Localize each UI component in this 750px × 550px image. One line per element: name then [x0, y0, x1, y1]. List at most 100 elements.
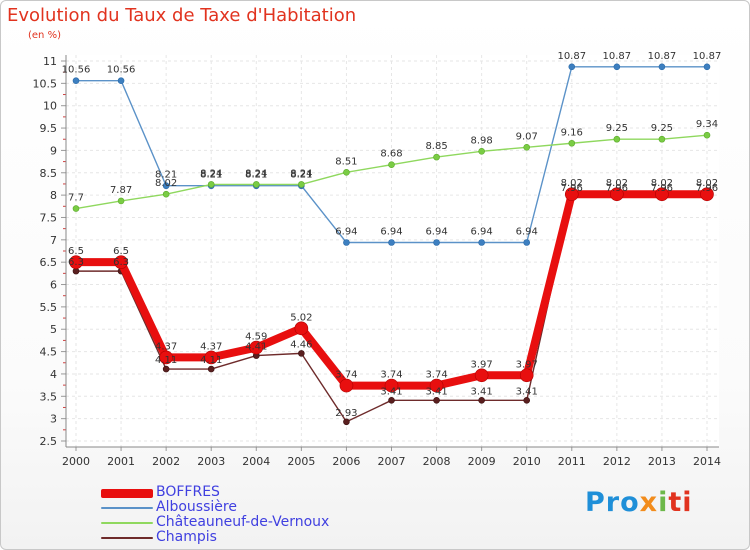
legend-label-chateauneuf: Châteauneuf-de-Vernoux: [156, 514, 330, 530]
data-point-2: [433, 153, 440, 161]
x-tick-label: 2001: [107, 455, 135, 468]
y-tick-label: 7: [50, 234, 57, 247]
x-tick-label: 2000: [62, 455, 90, 468]
x-tick-label: 2012: [603, 455, 631, 468]
data-point-0: [204, 350, 219, 365]
data-point-3: [433, 397, 440, 404]
data-label-3: 3.41: [425, 386, 447, 397]
data-point-0: [474, 368, 489, 383]
x-tick-label: 2005: [287, 455, 315, 468]
y-tick-label: 9.5: [40, 122, 58, 135]
data-label-0: 3.74: [425, 370, 447, 381]
data-label-1: 8.21: [290, 170, 312, 181]
data-point-3: [478, 397, 485, 404]
data-label-0: 5.02: [290, 312, 312, 323]
data-point-1: [478, 239, 485, 246]
data-label-0: 8.02: [561, 178, 583, 189]
data-label-0: 3.74: [335, 370, 357, 381]
y-tick-label: 3: [50, 413, 57, 426]
data-point-3: [207, 365, 215, 373]
data-point-0: [339, 378, 354, 393]
x-tick-label: 2002: [152, 455, 180, 468]
data-label-2: 8.24: [200, 168, 222, 179]
data-label-2: 8.68: [380, 149, 402, 160]
x-tick-label: 2008: [423, 455, 451, 468]
data-label-1: 10.87: [557, 51, 586, 62]
data-label-1: 6.94: [471, 227, 493, 238]
y-tick-label: 11: [43, 55, 57, 68]
data-point-1: [703, 63, 711, 71]
y-tick-label: 6.5: [40, 256, 58, 269]
data-point-2: [613, 135, 621, 143]
y-tick-label: 5: [50, 323, 57, 336]
data-label-3: 6.3: [68, 257, 84, 268]
x-tick-label: 2007: [378, 455, 406, 468]
data-point-1: [72, 77, 80, 84]
data-label-1: 10.87: [693, 51, 722, 62]
data-label-2: 8.85: [425, 141, 447, 152]
data-point-0: [429, 378, 444, 393]
data-label-2: 8.24: [290, 168, 312, 179]
data-point-0: [249, 340, 264, 355]
y-tick-label: 4.5: [40, 346, 58, 359]
data-point-3: [343, 418, 350, 426]
data-label-3: 3.41: [380, 386, 402, 397]
data-label-1: 6.94: [516, 227, 538, 238]
data-label-2: 7.87: [110, 185, 132, 196]
data-point-3: [72, 267, 80, 275]
y-tick-label: 8: [50, 189, 57, 202]
data-label-3: 4.11: [200, 355, 222, 366]
y-tick-label: 3.5: [40, 390, 58, 403]
legend-swatch-champis: [101, 537, 153, 539]
data-label-0: 8.02: [651, 178, 673, 189]
data-point-0: [294, 321, 309, 336]
y-tick-label: 10.5: [33, 77, 58, 90]
data-label-3: 4.46: [290, 339, 312, 350]
data-point-1: [162, 182, 170, 190]
x-tick-label: 2014: [693, 455, 721, 468]
data-label-0: 6.5: [68, 246, 84, 257]
data-label-3: 7.96: [696, 183, 718, 194]
y-tick-label: 8.5: [40, 167, 58, 180]
data-point-0: [69, 255, 83, 269]
data-point-1: [523, 239, 531, 246]
y-tick-label: 7.5: [40, 211, 58, 224]
data-point-2: [658, 135, 666, 143]
data-point-1: [568, 63, 576, 71]
data-point-0: [700, 187, 714, 202]
data-label-0: 8.02: [696, 178, 718, 189]
data-label-3: 7.96: [606, 183, 628, 194]
data-label-0: 3.74: [380, 370, 402, 381]
legend-label-boffres: BOFFRES: [156, 484, 220, 500]
data-label-2: 9.07: [516, 131, 538, 142]
data-point-1: [613, 63, 621, 71]
data-label-3: 7.96: [561, 183, 583, 194]
data-point-3: [298, 350, 305, 357]
y-tick-label: 10: [43, 100, 57, 113]
data-point-1: [343, 239, 350, 246]
data-point-3: [388, 397, 395, 404]
data-point-2: [252, 181, 260, 188]
data-label-3: 4.41: [245, 342, 267, 353]
data-label-1: 6.94: [335, 227, 357, 238]
data-label-0: 8.02: [606, 178, 628, 189]
data-label-1: 8.21: [245, 170, 267, 181]
data-label-3: 3.41: [516, 386, 538, 397]
data-label-2: 8.98: [471, 135, 493, 146]
data-label-1: 10.56: [107, 65, 136, 76]
data-point-3: [523, 397, 531, 404]
y-tick-label: 2.5: [40, 435, 58, 448]
data-point-2: [117, 197, 125, 205]
data-point-3: [162, 365, 170, 373]
data-point-2: [343, 169, 350, 176]
data-label-2: 9.25: [606, 123, 628, 134]
data-point-1: [117, 77, 125, 84]
data-label-2: 8.02: [155, 178, 177, 189]
data-point-0: [610, 187, 624, 202]
x-tick-label: 2004: [242, 455, 270, 468]
x-tick-label: 2003: [197, 455, 225, 468]
chart-title: Evolution du Taux de Taxe d'Habitation: [7, 5, 357, 26]
data-label-0: 4.37: [200, 341, 222, 352]
